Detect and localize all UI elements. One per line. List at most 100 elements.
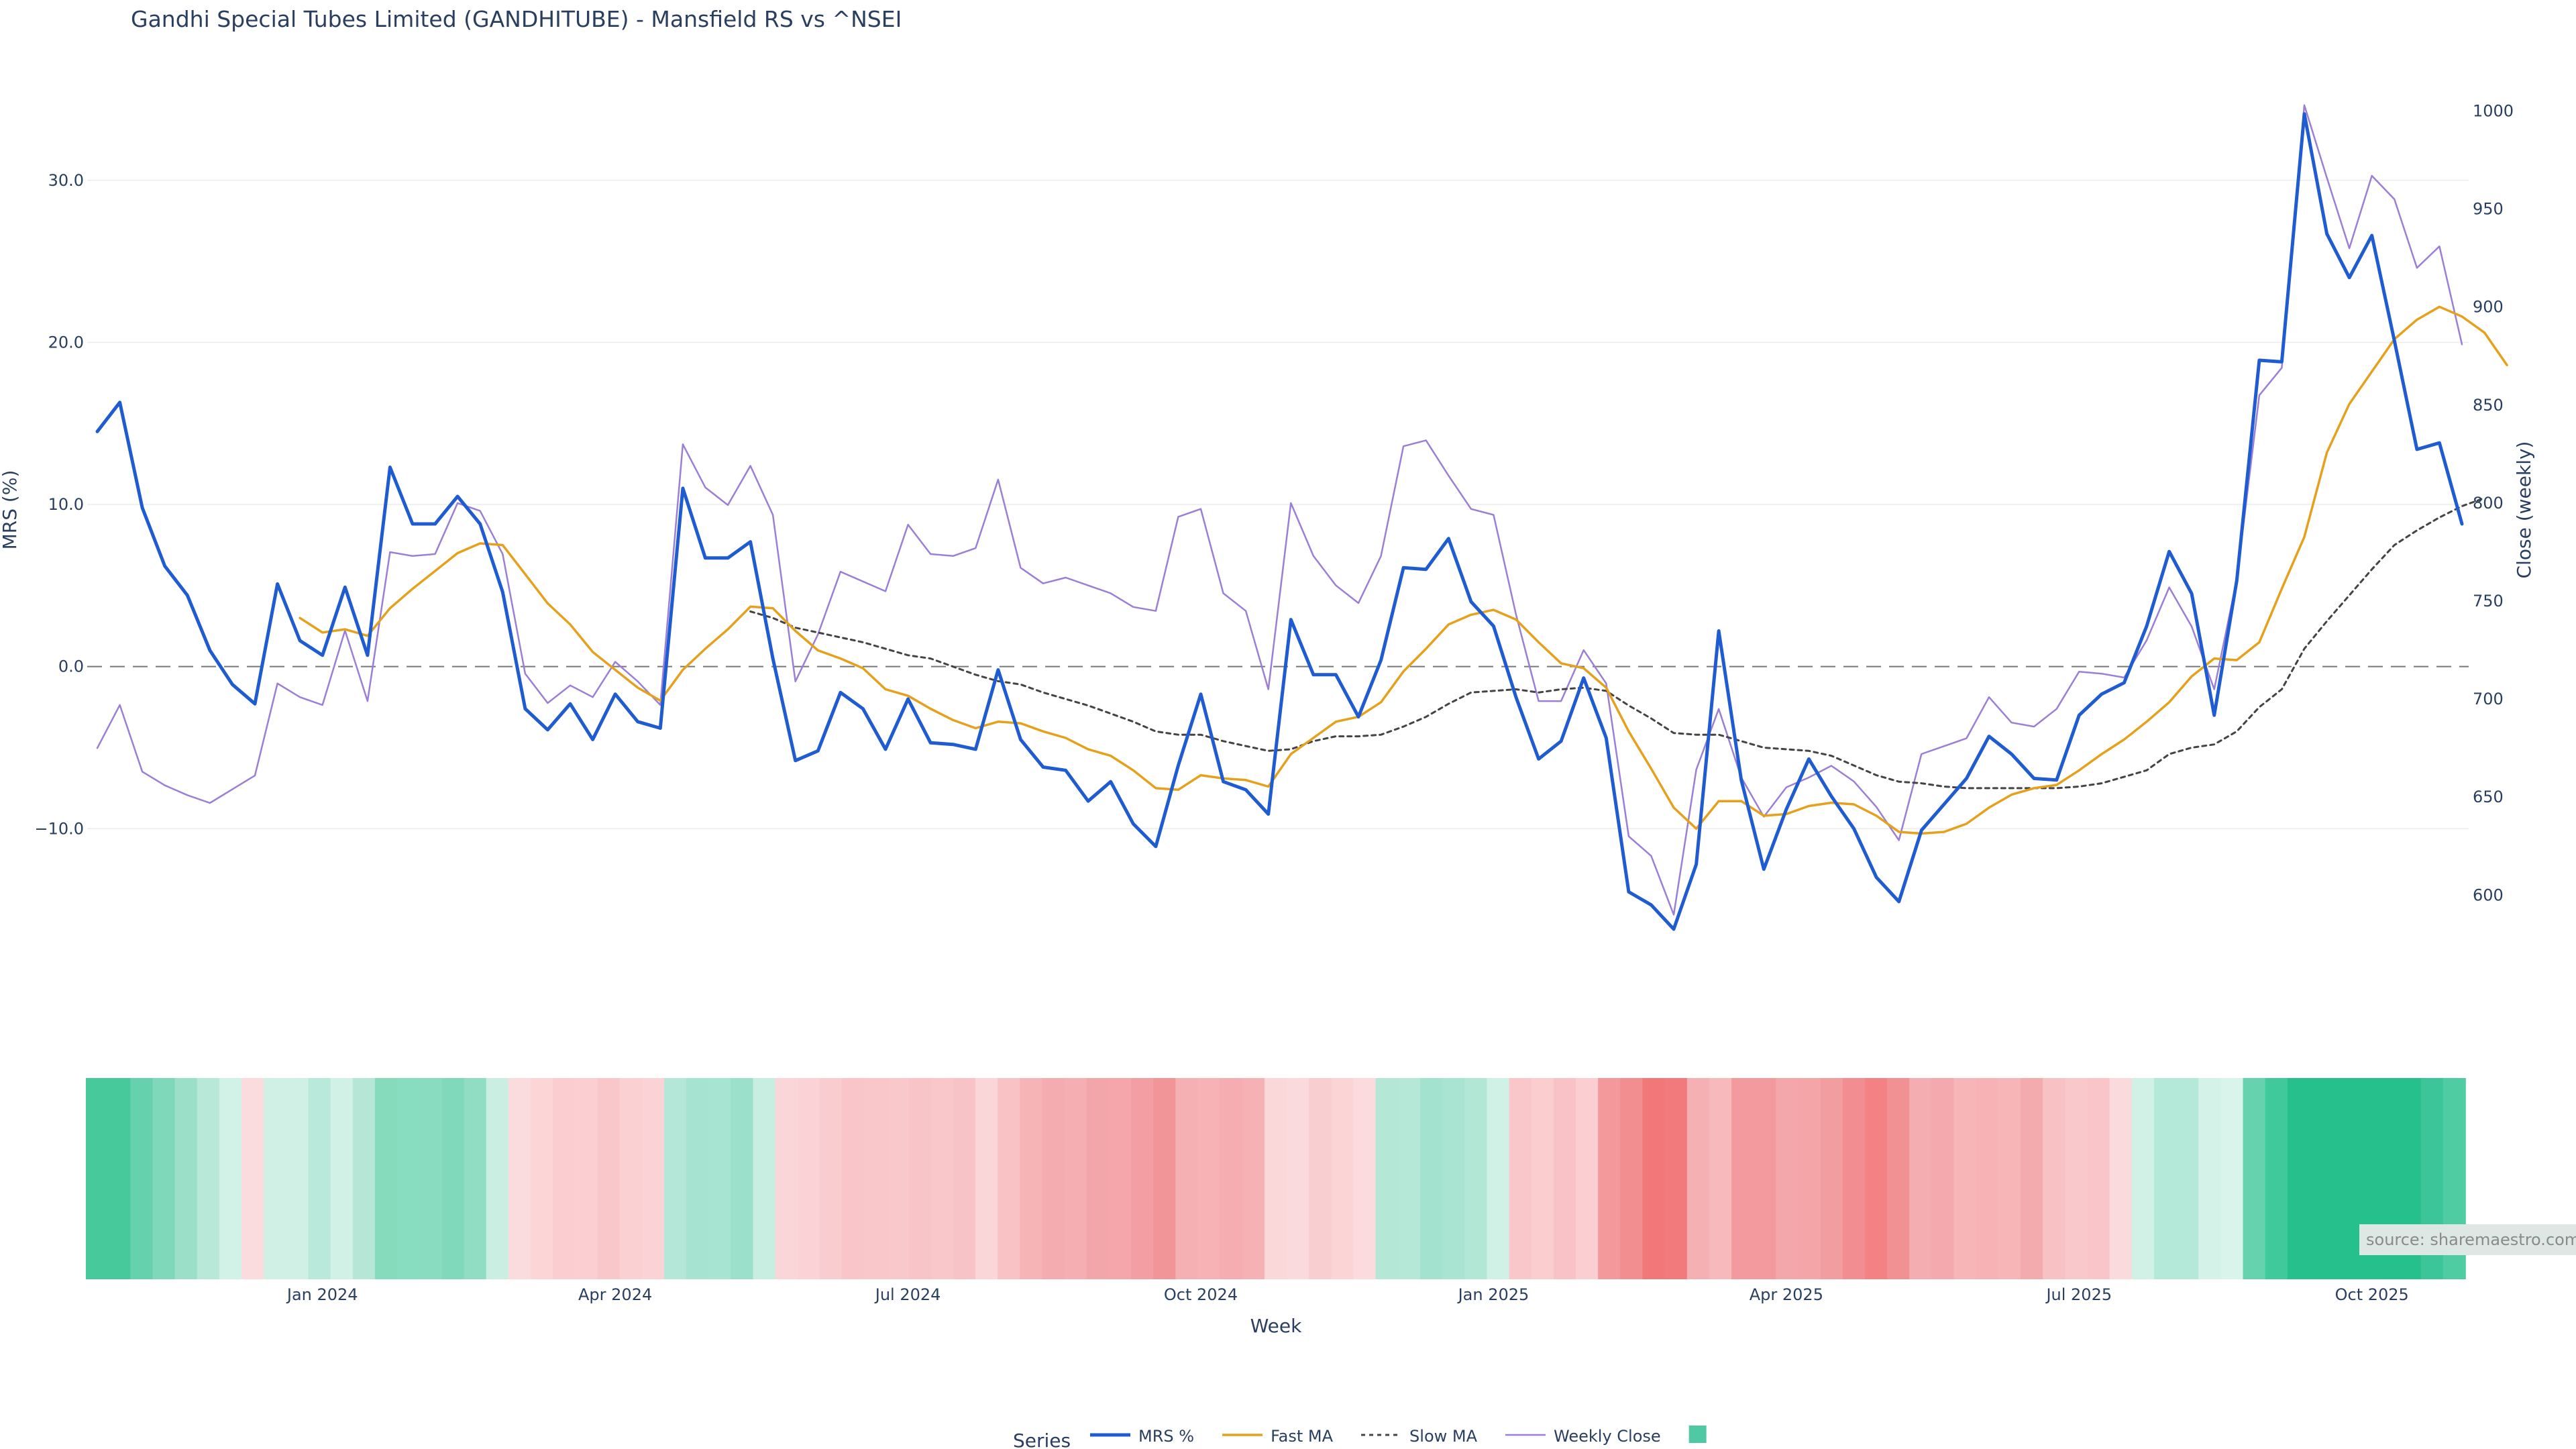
heat-cell [641, 1078, 665, 1279]
heat-cell [1331, 1078, 1354, 1279]
x-tick-label: Jul 2025 [2045, 1285, 2112, 1304]
heat-cell [753, 1078, 776, 1279]
source-note: source: sharemaestro.com [2359, 1224, 2576, 1255]
heat-cell [1820, 1078, 1843, 1279]
y-left-tick-label: 0.0 [58, 657, 84, 676]
heat-cell [2243, 1078, 2266, 1279]
heat-cell [1242, 1078, 1265, 1279]
legend-label: Weekly Close [1554, 1427, 1661, 1446]
y-left-ticks: 30.0 20.0 10.0 0.0 −10.0 [34, 171, 84, 838]
heat-cell [1153, 1078, 1177, 1279]
heat-cell [953, 1078, 976, 1279]
heat-cell [2087, 1078, 2110, 1279]
heat-cell [2176, 1078, 2200, 1279]
x-ticks: Jan 2024 Apr 2024 Jul 2024 Oct 2024 Jan 2025… [286, 1285, 2409, 1304]
heat-cell [1442, 1078, 1466, 1279]
heat-cell [2043, 1078, 2066, 1279]
heat-cell [1287, 1078, 1310, 1279]
heat-cell [286, 1078, 309, 1279]
heat-cell [1309, 1078, 1332, 1279]
heat-cell [174, 1078, 198, 1279]
heat-cell [1909, 1078, 1933, 1279]
heat-cell [842, 1078, 865, 1279]
heat-cell [1264, 1078, 1287, 1279]
x-tick-label: Oct 2024 [1164, 1285, 1238, 1304]
x-tick-label: Apr 2025 [1750, 1285, 1823, 1304]
heat-cell [1754, 1078, 1777, 1279]
x-tick-label: Oct 2025 [2335, 1285, 2409, 1304]
heat-cell [930, 1078, 954, 1279]
heat-cell [1397, 1078, 1421, 1279]
x-tick-label: Jul 2024 [874, 1285, 941, 1304]
heat-cell [1953, 1078, 1977, 1279]
heat-cell [1064, 1078, 1087, 1279]
grid-lines [87, 180, 2469, 830]
heat-cell [2065, 1078, 2088, 1279]
heat-cell [264, 1078, 287, 1279]
heat-cell [1842, 1078, 1866, 1279]
heat-cell [152, 1078, 176, 1279]
y-left-tick-label: −10.0 [34, 819, 84, 838]
heat-cell [1375, 1078, 1399, 1279]
heat-cell [597, 1078, 621, 1279]
y-left-tick-label: 10.0 [48, 495, 84, 514]
heat-cell [2131, 1078, 2155, 1279]
chart-title: Gandhi Special Tubes Limited (GANDHITUBE… [131, 6, 902, 32]
heat-cell [1531, 1078, 1554, 1279]
heat-cell [241, 1078, 264, 1279]
series-line-slow-ma [749, 496, 2486, 790]
y-right-tick-label: 850 [2473, 396, 2504, 415]
heat-cell [775, 1078, 798, 1279]
x-tick-label: Jan 2024 [286, 1285, 358, 1304]
heat-cell [864, 1078, 888, 1279]
heat-cell [1020, 1078, 1043, 1279]
heat-cell [575, 1078, 598, 1279]
heat-cell [1108, 1078, 1132, 1279]
heat-cell [619, 1078, 643, 1279]
y-right-tick-label: 900 [2473, 298, 2504, 317]
series-lines [95, 104, 2508, 931]
heat-cell [1731, 1078, 1755, 1279]
heat-cell [1042, 1078, 1065, 1279]
heat-cell [530, 1078, 553, 1279]
heat-cell [708, 1078, 732, 1279]
heat-cell [1887, 1078, 1911, 1279]
heat-cell [86, 1078, 109, 1279]
x-tick-label: Jan 2025 [1457, 1285, 1529, 1304]
y-left-axis-label: MRS (%) [0, 470, 21, 550]
heat-cell [2332, 1078, 2355, 1279]
heat-cell [1664, 1078, 1688, 1279]
series-line-fast-ma [299, 305, 2508, 835]
y-right-tick-label: 800 [2473, 494, 2504, 513]
heat-cell [908, 1078, 932, 1279]
heat-cell [1576, 1078, 1599, 1279]
heat-cell [2109, 1078, 2133, 1279]
heat-cell [998, 1078, 1021, 1279]
source-note-box [2359, 1224, 2576, 1255]
heat-cell [1976, 1078, 1999, 1279]
heat-cell [1620, 1078, 1644, 1279]
legend: Series MRS % Fast MA Slow MA Weekly Close [1013, 1426, 1707, 1449]
heat-cell [1931, 1078, 1955, 1279]
heat-cell [508, 1078, 531, 1279]
heat-cell [130, 1078, 154, 1279]
x-axis-label: Week [1250, 1315, 1302, 1337]
heat-cell [886, 1078, 910, 1279]
heat-cell [1642, 1078, 1666, 1279]
heat-cell [486, 1078, 509, 1279]
heat-cell [374, 1078, 398, 1279]
source-note-text: source: sharemaestro.com [2366, 1230, 2576, 1249]
heat-cell [397, 1078, 421, 1279]
heat-cell [1598, 1078, 1621, 1279]
legend-title: Series [1013, 1430, 1071, 1449]
heat-cell [2153, 1078, 2177, 1279]
heat-cell [1353, 1078, 1377, 1279]
heat-cell [2287, 1078, 2310, 1279]
heat-cell [308, 1078, 331, 1279]
heat-cell [1998, 1078, 2021, 1279]
x-tick-label: Apr 2024 [578, 1285, 652, 1304]
y-right-tick-label: 650 [2473, 788, 2504, 806]
heat-cell [975, 1078, 998, 1279]
